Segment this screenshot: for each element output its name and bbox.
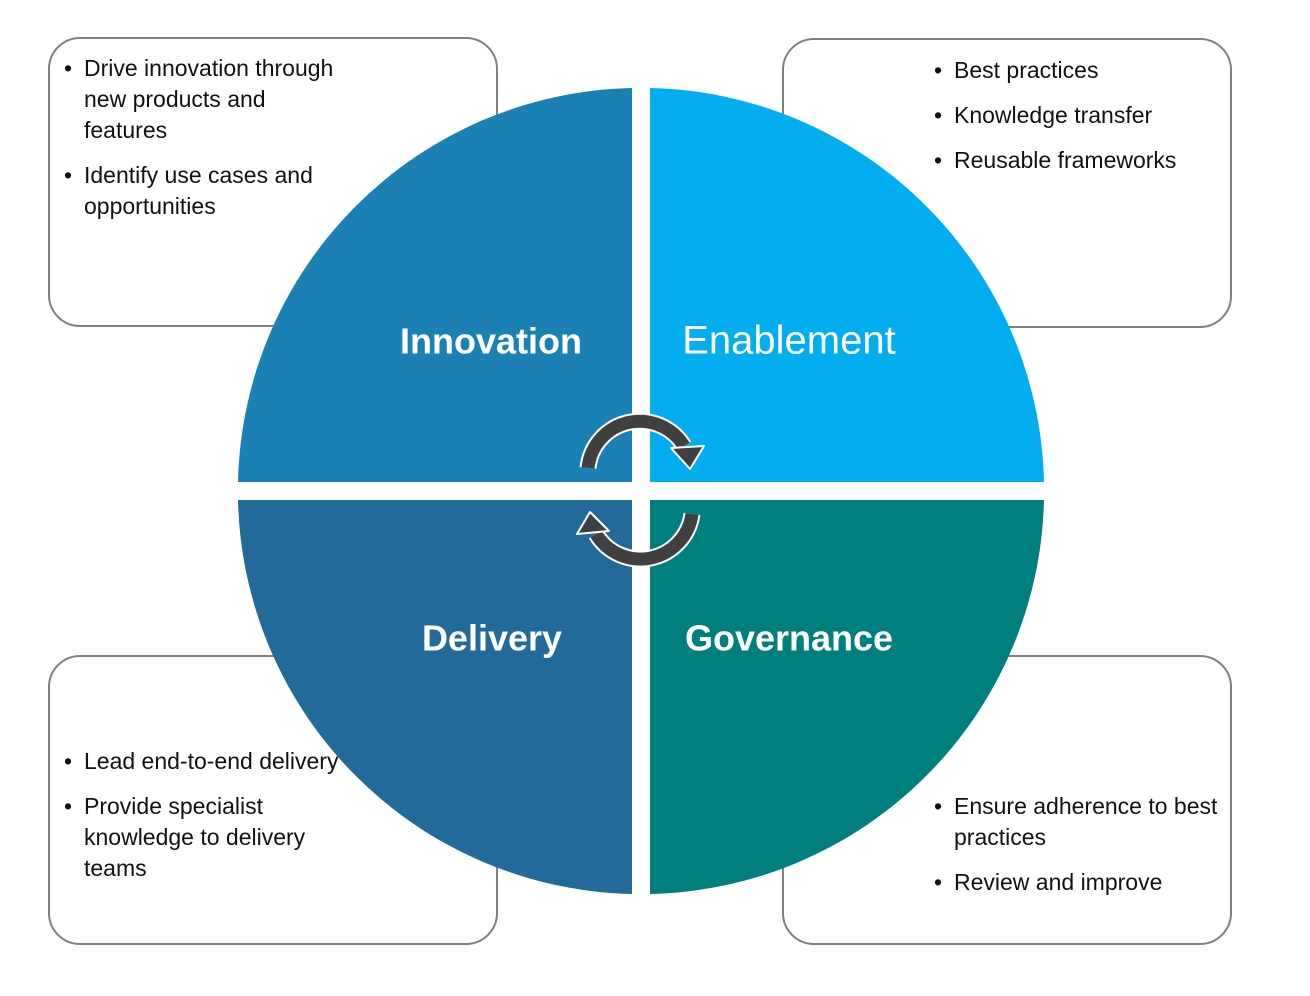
delivery-title: Delivery bbox=[422, 618, 562, 659]
list-item: Lead end-to-end delivery bbox=[64, 746, 354, 777]
innovation-bullet-list: Drive innovation through new products an… bbox=[64, 53, 354, 236]
governance-title: Governance bbox=[685, 618, 893, 659]
innovation-title: Innovation bbox=[400, 321, 582, 362]
governance-quadrant bbox=[650, 500, 1044, 894]
list-item: Best practices bbox=[934, 55, 1224, 86]
enablement-title: Enablement bbox=[682, 319, 895, 363]
list-item: Provide specialist knowledge to delivery… bbox=[64, 791, 354, 884]
delivery-quadrant bbox=[238, 500, 632, 894]
list-item: Identify use cases and opportunities bbox=[64, 160, 354, 222]
governance-bullet-list: Ensure adherence to best practices Revie… bbox=[934, 791, 1224, 912]
cycle-arrows-icon bbox=[576, 412, 705, 568]
clockwise-arrow-bottom-icon bbox=[576, 511, 701, 568]
list-item: Drive innovation through new products an… bbox=[64, 53, 354, 146]
enablement-quadrant bbox=[650, 88, 1044, 482]
list-item: Review and improve bbox=[934, 867, 1224, 898]
list-item: Reusable frameworks bbox=[934, 145, 1224, 176]
list-item: Ensure adherence to best practices bbox=[934, 791, 1224, 853]
delivery-bullet-list: Lead end-to-end delivery Provide special… bbox=[64, 746, 354, 898]
innovation-quadrant bbox=[238, 88, 632, 482]
list-item: Knowledge transfer bbox=[934, 100, 1224, 131]
clockwise-arrow-top-icon bbox=[579, 412, 705, 470]
enablement-bullet-list: Best practices Knowledge transfer Reusab… bbox=[934, 55, 1224, 190]
